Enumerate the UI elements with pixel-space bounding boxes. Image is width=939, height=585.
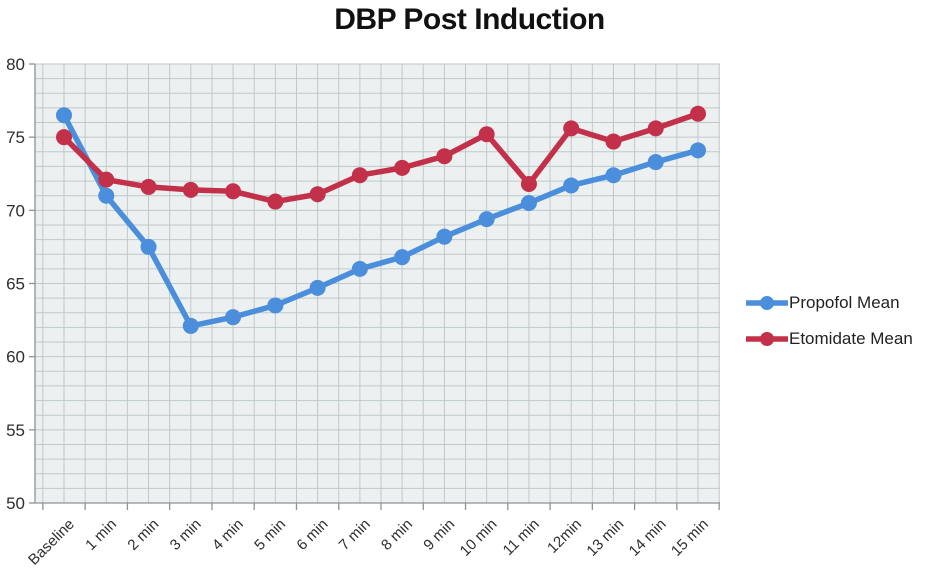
data-point xyxy=(563,120,580,137)
x-tick-label: 12min xyxy=(544,516,585,557)
y-tick-label: 65 xyxy=(6,275,25,294)
data-point xyxy=(394,159,411,176)
data-point xyxy=(225,309,242,326)
data-point xyxy=(182,317,199,334)
data-point xyxy=(351,260,368,277)
data-point xyxy=(478,126,495,143)
data-point xyxy=(309,186,326,203)
data-point xyxy=(690,105,707,122)
series-line-etomidate-mean xyxy=(62,111,699,205)
y-tick-label: 55 xyxy=(6,421,25,440)
legend-label-propofol-mean: Propofol Mean xyxy=(789,293,900,312)
data-point xyxy=(267,297,284,314)
data-point xyxy=(56,129,72,146)
x-axis-labels: Baseline 1 min 2 min 3 min 4 min 5 min 6 min 7 … xyxy=(25,516,712,569)
data-point xyxy=(436,228,453,245)
y-tick-label: 50 xyxy=(6,494,25,513)
data-point xyxy=(520,175,537,192)
y-tick-label: 75 xyxy=(6,128,25,147)
series-etomidate-mean xyxy=(56,105,707,210)
y-tick-label: 60 xyxy=(6,348,25,367)
x-tick-label: 1 min xyxy=(82,516,120,554)
data-point xyxy=(98,171,115,188)
data-point xyxy=(520,195,537,212)
legend-swatch-etomidate-mean xyxy=(746,332,788,346)
data-point xyxy=(140,178,157,195)
data-point xyxy=(563,177,580,194)
data-point xyxy=(225,183,242,200)
data-point xyxy=(647,154,664,171)
data-point xyxy=(98,187,115,204)
data-point xyxy=(690,142,707,159)
x-tick-label: 8 min xyxy=(378,516,416,554)
legend-item-etomidate-mean: Etomidate Mean xyxy=(746,327,913,351)
data-point xyxy=(605,133,622,150)
data-point xyxy=(647,120,664,137)
y-tick-label: 80 xyxy=(6,55,25,74)
x-tick-label: 7 min xyxy=(336,516,374,554)
data-point xyxy=(140,238,157,255)
data-point xyxy=(478,211,495,228)
y-tick-label: 70 xyxy=(6,201,25,220)
series-propofol-mean xyxy=(56,107,707,334)
axes xyxy=(29,63,720,510)
x-tick-label: 11 min xyxy=(500,516,543,559)
x-tick-label: 14 min xyxy=(626,516,670,560)
x-tick-label: 4 min xyxy=(209,516,247,554)
data-point xyxy=(267,193,284,210)
series-line-propofol-mean xyxy=(61,113,699,329)
x-tick-label: 15 min xyxy=(668,516,712,560)
data-point xyxy=(605,167,622,184)
x-tick-label: 9 min xyxy=(420,516,458,554)
data-point xyxy=(182,181,199,198)
x-tick-label: 5 min xyxy=(251,516,289,554)
legend-item-propofol-mean: Propofol Mean xyxy=(746,291,913,315)
x-tick-label: Baseline xyxy=(25,516,78,569)
legend: Propofol Mean Etomidate Mean xyxy=(746,291,913,363)
x-tick-label: 13 min xyxy=(583,516,627,560)
data-point xyxy=(394,249,411,266)
data-point xyxy=(351,167,368,184)
data-point xyxy=(309,279,326,296)
legend-label-etomidate-mean: Etomidate Mean xyxy=(789,329,913,348)
gridlines xyxy=(35,63,720,504)
legend-swatch-propofol-mean xyxy=(746,296,788,310)
x-tick-label: 10 min xyxy=(457,516,501,560)
data-point xyxy=(436,148,453,165)
x-tick-label: 2 min xyxy=(124,516,162,554)
y-axis-labels: 50 55 60 65 70 75 80 xyxy=(6,55,25,513)
x-tick-label: 3 min xyxy=(167,516,205,554)
chart-title: DBP Post Induction xyxy=(334,3,605,36)
data-point xyxy=(56,107,72,124)
x-tick-label: 6 min xyxy=(293,516,331,554)
